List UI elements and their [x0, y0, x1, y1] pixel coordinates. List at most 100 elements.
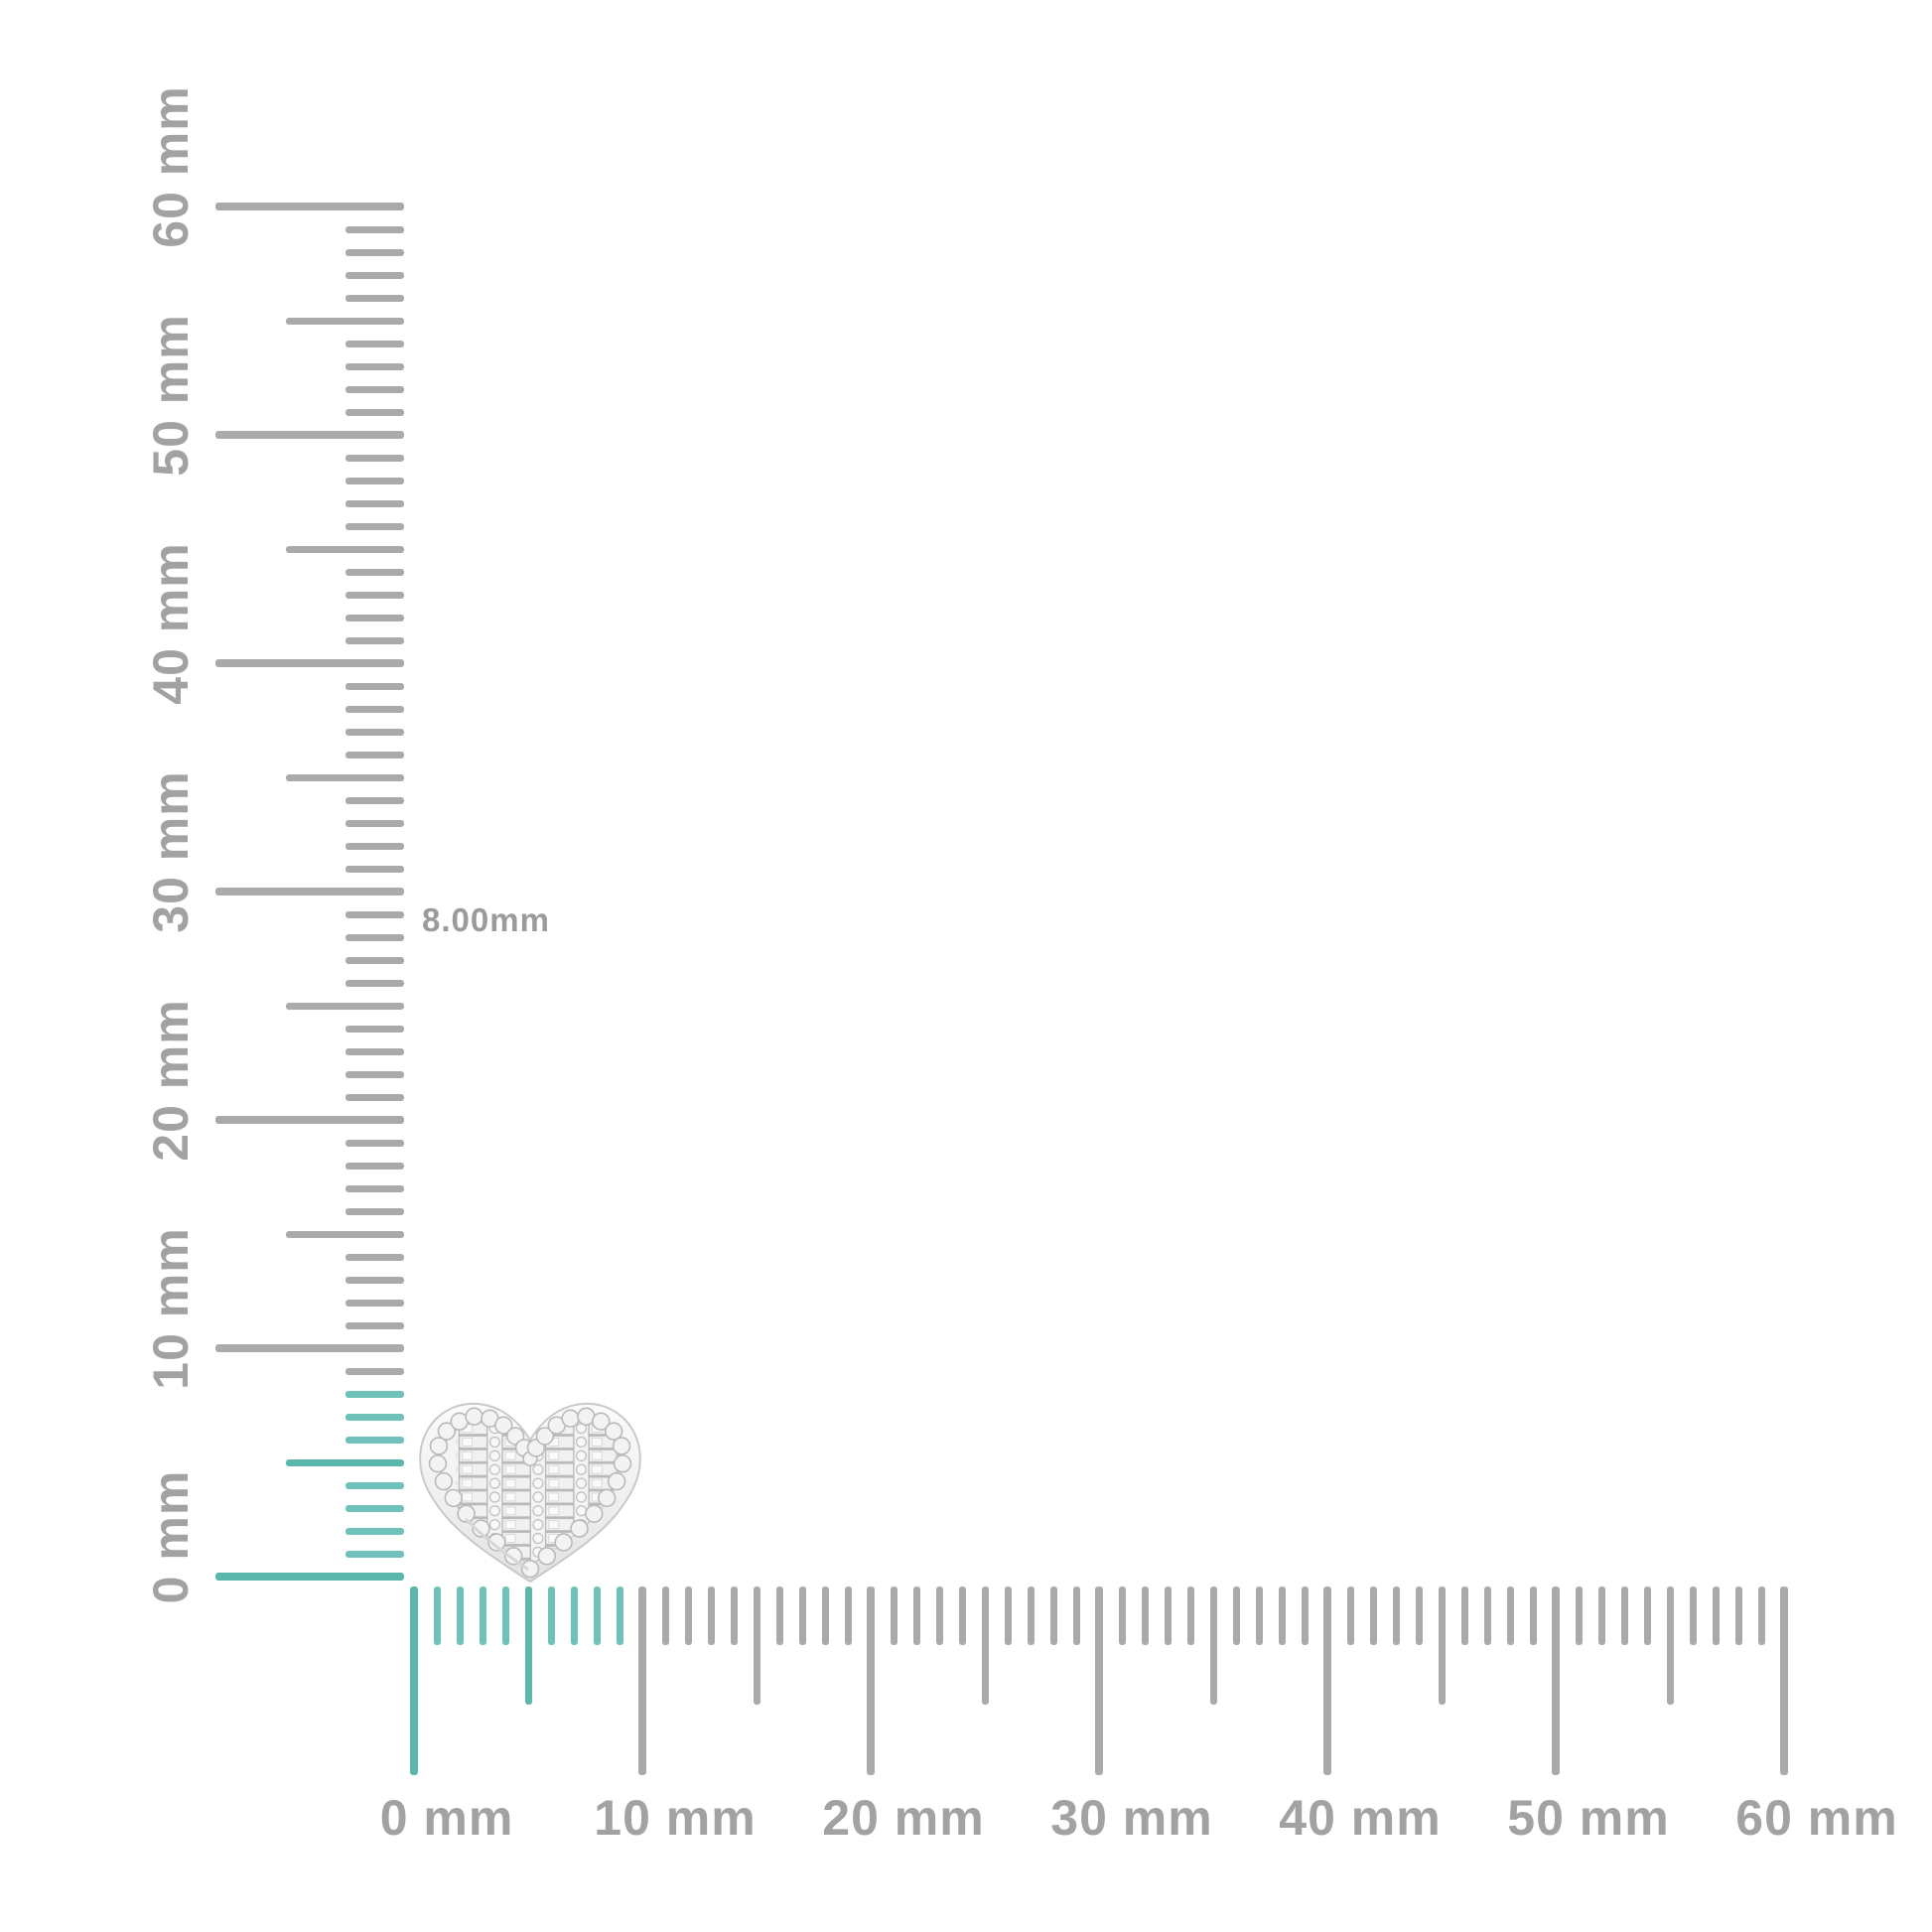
vertical-tick-34mm — [345, 796, 404, 804]
vertical-ruler-label-20mm: 20 mm — [143, 999, 199, 1162]
vertical-tick-60mm — [215, 203, 404, 210]
vertical-tick-39mm — [345, 682, 404, 690]
horizontal-tick-39mm — [1301, 1587, 1309, 1645]
horizontal-tick-49mm — [1529, 1587, 1537, 1645]
vertical-tick-58mm — [345, 248, 404, 256]
vertical-tick-9mm — [345, 1367, 404, 1375]
vertical-ruler-label-30mm: 30 mm — [143, 770, 199, 933]
horizontal-tick-35mm — [1209, 1587, 1217, 1705]
vertical-tick-51mm — [345, 408, 404, 416]
vertical-tick-11mm — [345, 1321, 404, 1329]
vertical-tick-44mm — [345, 568, 404, 576]
horizontal-tick-33mm — [1164, 1587, 1172, 1645]
vertical-tick-15mm — [286, 1230, 404, 1238]
vertical-tick-1mm — [345, 1550, 404, 1558]
horizontal-tick-40mm — [1323, 1587, 1331, 1775]
vertical-ruler-label-10mm: 10 mm — [143, 1227, 199, 1390]
diamond-heart-earring-graphic — [419, 1402, 641, 1584]
horizontal-tick-24mm — [958, 1587, 966, 1645]
horizontal-tick-51mm — [1575, 1587, 1583, 1645]
horizontal-tick-9mm — [616, 1587, 623, 1645]
vertical-tick-0mm — [215, 1573, 404, 1581]
vertical-tick-40mm — [215, 659, 404, 667]
vertical-tick-13mm — [345, 1276, 404, 1284]
vertical-tick-20mm — [215, 1116, 404, 1124]
vertical-tick-14mm — [345, 1253, 404, 1261]
vertical-tick-21mm — [345, 1093, 404, 1101]
vertical-tick-48mm — [345, 477, 404, 484]
vertical-tick-33mm — [345, 819, 404, 827]
vertical-tick-22mm — [345, 1070, 404, 1078]
vertical-tick-8mm — [345, 1390, 404, 1398]
vertical-ruler-label-40mm: 40 mm — [143, 542, 199, 705]
horizontal-tick-32mm — [1141, 1587, 1149, 1645]
horizontal-tick-31mm — [1118, 1587, 1126, 1645]
horizontal-tick-1mm — [433, 1587, 441, 1645]
horizontal-tick-29mm — [1072, 1587, 1080, 1645]
vertical-tick-16mm — [345, 1207, 404, 1215]
horizontal-tick-11mm — [661, 1587, 669, 1645]
vertical-tick-35mm — [286, 773, 404, 781]
horizontal-tick-27mm — [1027, 1587, 1035, 1645]
horizontal-ruler-label-50mm: 50 mm — [1507, 1790, 1670, 1846]
horizontal-tick-20mm — [867, 1587, 875, 1775]
vertical-tick-32mm — [345, 842, 404, 850]
horizontal-tick-18mm — [821, 1587, 829, 1645]
horizontal-tick-54mm — [1643, 1587, 1651, 1645]
vertical-tick-54mm — [345, 340, 404, 347]
horizontal-tick-17mm — [798, 1587, 806, 1645]
vertical-tick-19mm — [345, 1139, 404, 1147]
horizontal-ruler-label-20mm: 20 mm — [822, 1790, 985, 1846]
vertical-tick-27mm — [345, 956, 404, 964]
horizontal-tick-10mm — [638, 1587, 646, 1775]
vertical-tick-29mm — [345, 910, 404, 918]
horizontal-tick-50mm — [1552, 1587, 1560, 1775]
vertical-tick-47mm — [345, 499, 404, 507]
vertical-tick-26mm — [345, 979, 404, 987]
horizontal-tick-8mm — [593, 1587, 601, 1645]
vertical-tick-30mm — [215, 888, 404, 896]
vertical-tick-4mm — [345, 1481, 404, 1489]
vertical-tick-59mm — [345, 225, 404, 233]
vertical-tick-10mm — [215, 1344, 404, 1352]
horizontal-tick-26mm — [1004, 1587, 1012, 1645]
horizontal-tick-42mm — [1369, 1587, 1377, 1645]
horizontal-tick-7mm — [570, 1587, 578, 1645]
vertical-tick-42mm — [345, 614, 404, 621]
horizontal-tick-13mm — [707, 1587, 715, 1645]
horizontal-tick-52mm — [1597, 1587, 1605, 1645]
horizontal-tick-25mm — [981, 1587, 989, 1705]
vertical-tick-17mm — [345, 1184, 404, 1192]
horizontal-ruler-label-30mm: 30 mm — [1050, 1790, 1213, 1846]
horizontal-tick-41mm — [1346, 1587, 1354, 1645]
horizontal-tick-55mm — [1666, 1587, 1674, 1705]
horizontal-tick-30mm — [1095, 1587, 1103, 1775]
horizontal-tick-21mm — [890, 1587, 897, 1645]
vertical-tick-2mm — [345, 1527, 404, 1535]
horizontal-tick-19mm — [844, 1587, 852, 1645]
vertical-tick-52mm — [345, 385, 404, 393]
vertical-tick-56mm — [345, 294, 404, 302]
vertical-tick-53mm — [345, 362, 404, 370]
horizontal-ruler-label-60mm: 60 mm — [1735, 1790, 1898, 1846]
horizontal-tick-43mm — [1392, 1587, 1400, 1645]
horizontal-tick-28mm — [1049, 1587, 1057, 1645]
vertical-tick-55mm — [286, 317, 404, 325]
vertical-tick-43mm — [345, 591, 404, 599]
vertical-tick-7mm — [345, 1413, 404, 1421]
vertical-tick-36mm — [345, 751, 404, 759]
vertical-tick-49mm — [345, 454, 404, 462]
vertical-tick-31mm — [345, 865, 404, 873]
horizontal-tick-6mm — [547, 1587, 555, 1645]
vertical-tick-12mm — [345, 1299, 404, 1307]
horizontal-tick-57mm — [1712, 1587, 1720, 1645]
horizontal-ruler-label-10mm: 10 mm — [594, 1790, 757, 1846]
vertical-tick-6mm — [345, 1436, 404, 1444]
horizontal-tick-12mm — [684, 1587, 692, 1645]
vertical-tick-41mm — [345, 636, 404, 644]
horizontal-tick-60mm — [1780, 1587, 1788, 1775]
vertical-tick-37mm — [345, 728, 404, 736]
dimension-label: 8.00mm — [422, 901, 550, 938]
horizontal-tick-2mm — [456, 1587, 464, 1645]
vertical-ruler-label-50mm: 50 mm — [143, 314, 199, 477]
